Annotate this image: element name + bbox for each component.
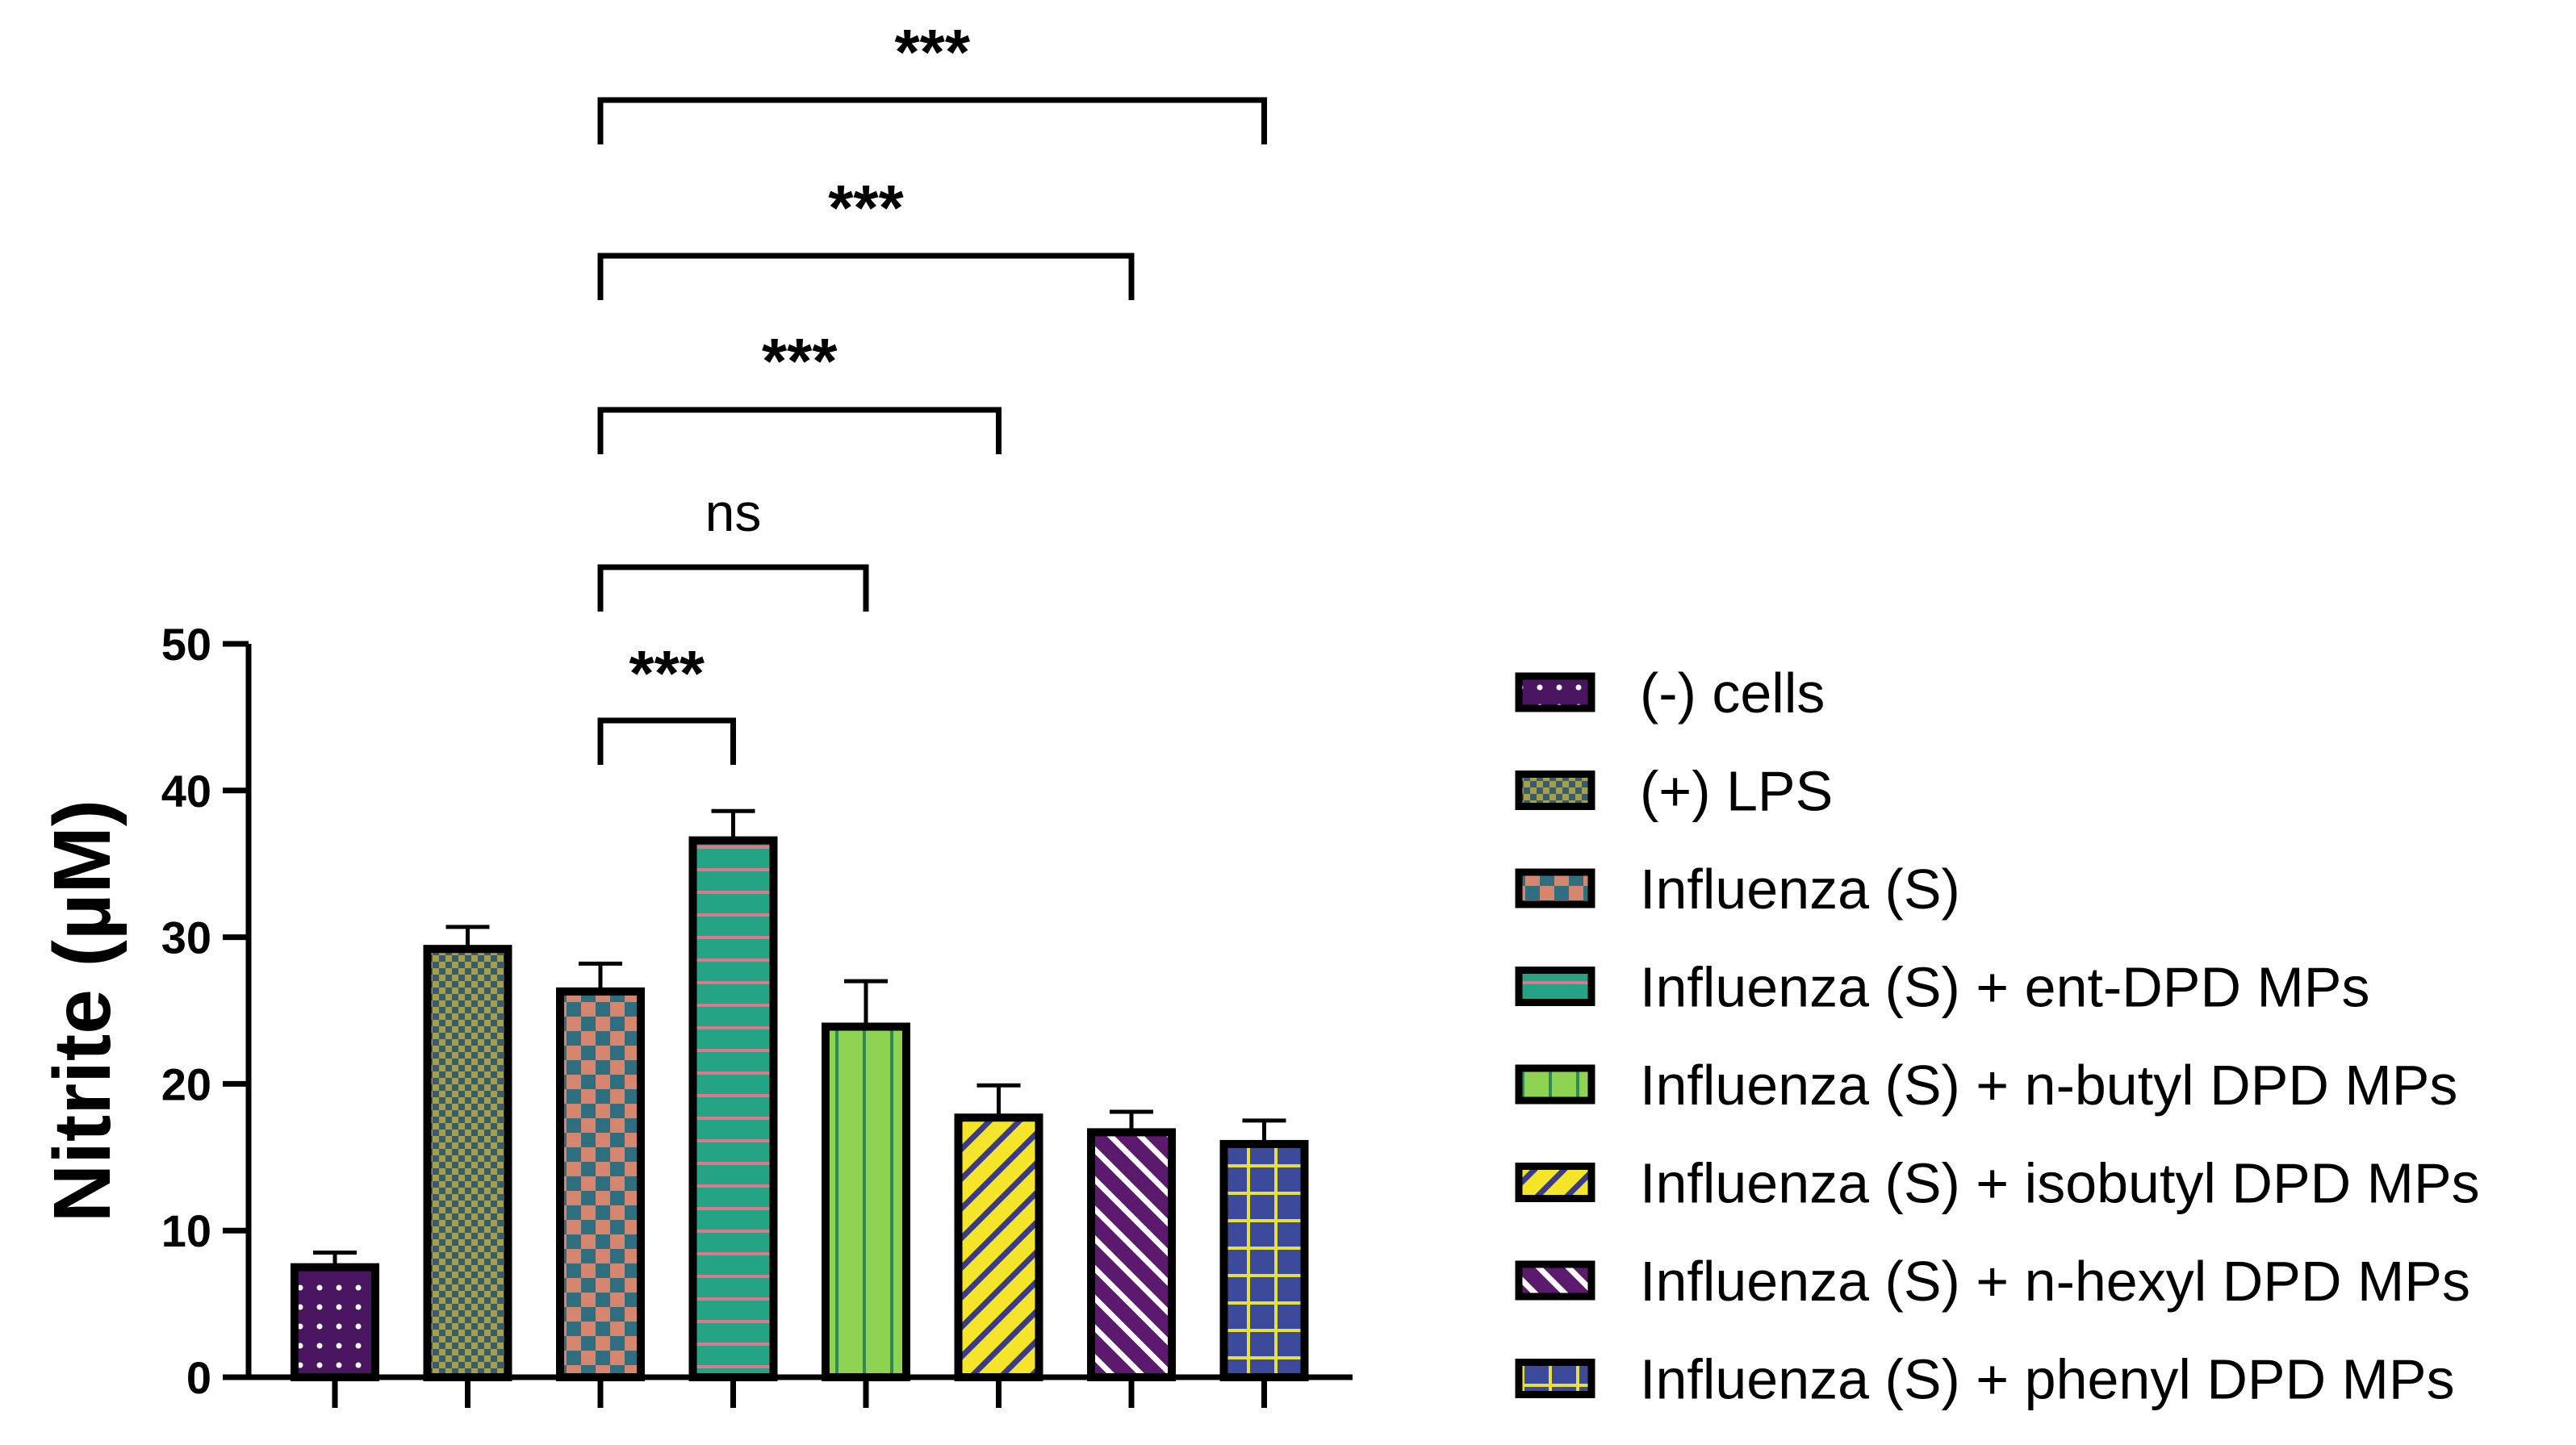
significance-label: *** (762, 325, 838, 397)
bar (822, 1022, 910, 1382)
bar (688, 836, 778, 1382)
legend-label: (+) LPS (1640, 760, 1833, 823)
legend-swatch (1515, 1064, 1595, 1105)
y-tick-label: 10 (161, 1205, 211, 1256)
legend-swatch (1515, 771, 1595, 810)
error-bar (1242, 1118, 1286, 1144)
bar (1219, 1139, 1309, 1381)
error-bar (711, 808, 755, 841)
legend-item: Influenza (S) + n-hexyl DPD MPs (1515, 1250, 2470, 1313)
significance-bracket: *** (597, 325, 1002, 454)
error-bar (844, 979, 888, 1027)
legend-item: (+) LPS (1515, 760, 1833, 823)
error-bars-layer (313, 808, 1286, 1268)
legend-item: Influenza (S) + n-butyl DPD MPs (1515, 1054, 2457, 1117)
error-bar (976, 1083, 1021, 1118)
significance-label: *** (629, 637, 705, 709)
bar (954, 1113, 1043, 1381)
legend-label: Influenza (S) (1640, 858, 1960, 921)
legend-swatch (1515, 868, 1595, 908)
y-tick-label: 30 (161, 913, 211, 963)
legend-label: Influenza (S) + n-butyl DPD MPs (1640, 1054, 2457, 1117)
significance-layer: *** ns *** *** *** (597, 16, 1267, 765)
legend-item: Influenza (S) + phenyl DPD MPs (1515, 1348, 2455, 1411)
bar (556, 987, 645, 1381)
bar (423, 945, 512, 1382)
significance-label: ns (705, 482, 762, 542)
legend-item: Influenza (S) + isobutyl DPD MPs (1515, 1152, 2480, 1215)
legend-swatch (1515, 1359, 1595, 1398)
y-axis-title: Nitrite (µM) (37, 800, 128, 1222)
significance-bracket: *** (597, 172, 1135, 300)
y-tick-label: 20 (161, 1059, 211, 1109)
legend-swatch (1515, 672, 1595, 712)
bars-layer (291, 836, 1309, 1382)
error-bar (579, 961, 622, 992)
significance-label: *** (828, 172, 904, 244)
legend-label: Influenza (S) + phenyl DPD MPs (1640, 1348, 2455, 1411)
y-tick-label: 50 (161, 619, 211, 670)
significance-bracket: *** (597, 16, 1267, 144)
legend-item: Influenza (S) + ent-DPD MPs (1515, 956, 2370, 1019)
error-bar (1110, 1109, 1153, 1133)
legend-swatch (1515, 967, 1595, 1006)
legend-label: Influenza (S) + n-hexyl DPD MPs (1640, 1250, 2470, 1313)
legend-item: Influenza (S) (1515, 858, 1960, 921)
legend-swatch (1515, 1260, 1595, 1301)
bar (291, 1263, 379, 1382)
significance-bracket: *** (597, 637, 736, 765)
legend-label: Influenza (S) + ent-DPD MPs (1640, 956, 2370, 1019)
error-bar (313, 1250, 357, 1268)
bar (1087, 1128, 1176, 1382)
legend-item: (-) cells (1515, 662, 1825, 725)
legend: (-) cells (+) LPS Influenza (S) Influenza (… (1515, 662, 2480, 1411)
legend-swatch (1515, 1163, 1595, 1202)
error-bar (445, 925, 490, 950)
y-tick-label: 40 (161, 766, 211, 816)
significance-label: *** (895, 16, 971, 88)
legend-label: Influenza (S) + isobutyl DPD MPs (1640, 1152, 2480, 1215)
significance-bracket: ns (597, 482, 869, 612)
axes-layer: 0 10 20 30 40 50 (161, 619, 1353, 1408)
legend-label: (-) cells (1640, 662, 1825, 725)
y-tick-label: 0 (186, 1352, 211, 1403)
